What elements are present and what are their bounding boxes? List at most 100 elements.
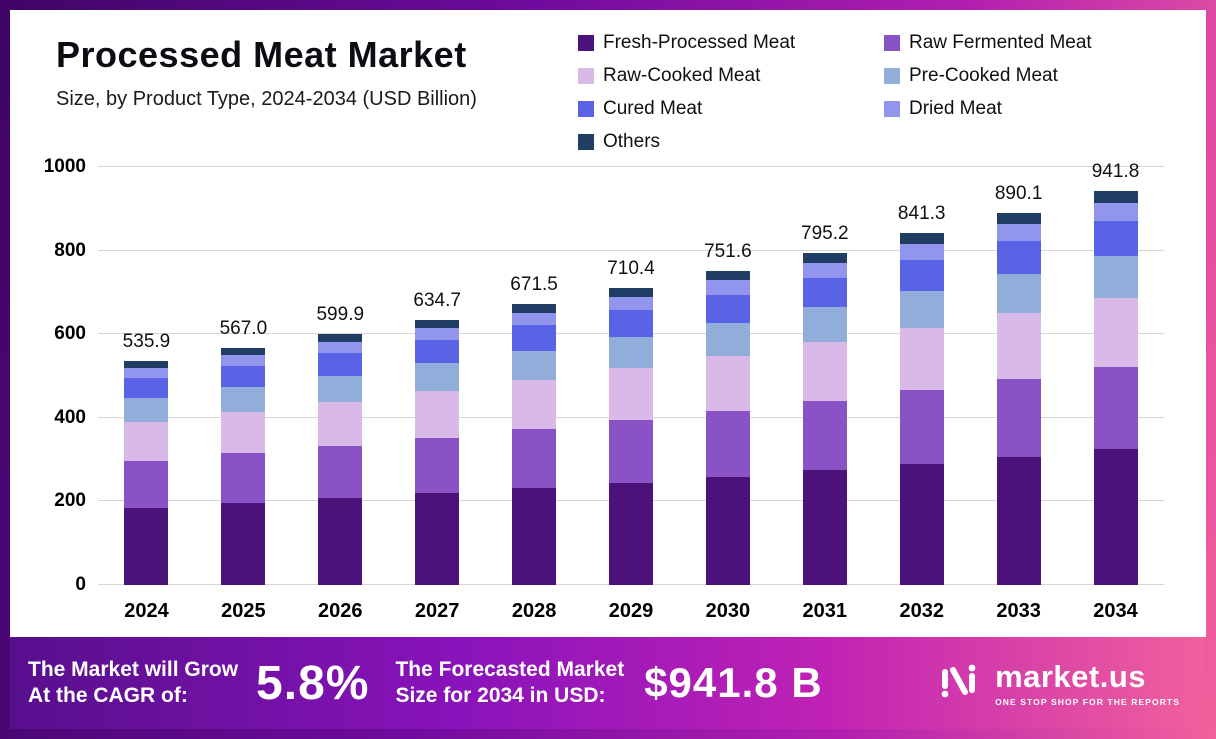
- brand-name: market.us: [995, 659, 1147, 694]
- gridline: [98, 249, 1164, 251]
- legend-swatch: [884, 35, 900, 51]
- legend-label: Dried Meat: [909, 98, 1002, 119]
- legend-item-raw-cooked-meat: Raw-Cooked Meat: [578, 65, 872, 87]
- bar-stack: 751.6: [704, 241, 752, 585]
- bar-stack: 941.8: [1092, 161, 1139, 585]
- legend-label: Cured Meat: [603, 98, 703, 119]
- bar-group-2025: 567.0 2025: [195, 167, 292, 622]
- bar-segment-raw-fermented-meat: [996, 378, 1041, 457]
- x-axis-label: 2034: [1093, 600, 1138, 622]
- market-us-logo-icon: [939, 662, 985, 705]
- bar-segment-raw-fermented-meat: [512, 429, 557, 489]
- cagr-label: The Market will Grow At the CAGR of:: [28, 657, 238, 710]
- bar-segment-others: [512, 304, 557, 313]
- bar-segment-cured-meat: [318, 353, 363, 376]
- bar-segment-others: [608, 288, 653, 297]
- bar-group-2027: 634.7 2027: [389, 167, 486, 622]
- x-axis-label: 2033: [996, 600, 1041, 622]
- y-axis-label: 600: [54, 323, 86, 345]
- bar-segment-raw-fermented-meat: [318, 445, 363, 499]
- y-axis: 0 200 400 600 800 1000: [34, 156, 98, 595]
- bar-segment-raw-fermented-meat: [802, 400, 847, 471]
- x-axis-label: 2024: [124, 600, 169, 622]
- bar-total-label: 599.9: [316, 304, 365, 326]
- bar-segment-raw-cooked-meat: [899, 328, 944, 390]
- bar-total-label: 671.5: [510, 274, 558, 296]
- bar-total-label: 535.9: [122, 331, 171, 353]
- bar-segment-cured-meat: [705, 294, 750, 323]
- legend-item-others: Others: [578, 131, 872, 153]
- bar-segment-raw-fermented-meat: [221, 453, 266, 504]
- plot-area: 535.9 2024 567.0 2025 599.9 2026 634.7 2027 671.…: [98, 161, 1164, 622]
- bar-total-label: 941.8: [1091, 161, 1140, 183]
- bar-segment-pre-cooked-meat: [318, 375, 363, 402]
- page-subtitle: Size, by Product Type, 2024-2034 (USD Bi…: [56, 88, 477, 110]
- bar-segment-others: [996, 212, 1041, 225]
- bar-segment-others: [802, 252, 847, 263]
- bar-segment-others: [318, 334, 363, 342]
- bar-segment-pre-cooked-meat: [705, 322, 750, 356]
- bar-group-2033: 890.1 2033: [970, 167, 1067, 622]
- market-us-logo: market.us ONE STOP SHOP FOR THE REPORTS: [939, 659, 1180, 707]
- legend-label: Raw-Cooked Meat: [603, 65, 761, 86]
- bar-segment-cured-meat: [124, 377, 169, 398]
- bar-segment-dried-meat: [608, 297, 653, 311]
- bar-segment-dried-meat: [705, 280, 750, 295]
- bar-stack: 671.5: [510, 274, 558, 585]
- bar-total-label: 710.4: [607, 258, 655, 280]
- bar-segment-pre-cooked-meat: [1093, 256, 1138, 298]
- bar-segment-dried-meat: [124, 367, 169, 378]
- bar-total-label: 567.0: [219, 318, 268, 340]
- y-axis-label: 400: [54, 406, 86, 428]
- bar-segment-pre-cooked-meat: [415, 363, 460, 392]
- bar-stack: 535.9: [123, 331, 170, 585]
- chart-header: Processed Meat Market Size, by Product T…: [34, 26, 1178, 153]
- forecast-label-line1: The Forecasted Market: [395, 657, 625, 681]
- page-title: Processed Meat Market: [56, 34, 467, 75]
- chart: 0 200 400 600 800 1000 535.9 2024 567.0 2025 599.…: [34, 156, 1164, 622]
- legend-item-cured-meat: Cured Meat: [578, 98, 872, 120]
- bar-segment-cured-meat: [1093, 220, 1138, 257]
- bar-segment-fresh-processed-meat: [415, 493, 460, 585]
- bar-segment-dried-meat: [221, 355, 266, 366]
- bar-stack: 890.1: [995, 183, 1042, 585]
- bar-segment-others: [705, 270, 750, 281]
- bar-segment-dried-meat: [1093, 203, 1138, 221]
- y-axis-label: 0: [75, 574, 86, 595]
- bar-segment-raw-cooked-meat: [802, 342, 847, 401]
- cagr-label-line1: The Market will Grow: [28, 657, 239, 681]
- bar-segment-fresh-processed-meat: [899, 463, 944, 585]
- gridline: [98, 166, 1164, 167]
- bar-stack: 710.4: [607, 258, 655, 585]
- bar-segment-raw-cooked-meat: [318, 401, 363, 446]
- bar-segment-raw-cooked-meat: [996, 313, 1041, 379]
- x-axis-label: 2025: [221, 600, 266, 622]
- chart-card: Processed Meat Market Size, by Product T…: [10, 10, 1206, 637]
- footer-banner: The Market will Grow At the CAGR of: 5.8…: [10, 637, 1206, 729]
- x-axis-label: 2032: [899, 600, 944, 622]
- legend-label: Raw Fermented Meat: [909, 32, 1092, 53]
- bar-group-2029: 710.4 2029: [583, 167, 680, 622]
- bar-segment-raw-cooked-meat: [608, 368, 653, 421]
- bar-segment-dried-meat: [899, 243, 944, 260]
- bar-segment-raw-fermented-meat: [608, 420, 653, 483]
- bar-total-label: 634.7: [413, 289, 461, 311]
- bar-segment-cured-meat: [996, 240, 1041, 275]
- bar-segment-fresh-processed-meat: [608, 482, 653, 585]
- bar-segment-raw-fermented-meat: [124, 460, 169, 508]
- bar-segment-raw-cooked-meat: [124, 421, 169, 461]
- bar-total-label: 795.2: [801, 222, 849, 244]
- bar-stack: 795.2: [801, 223, 849, 585]
- bar-stack: 567.0: [220, 318, 267, 585]
- bar-segment-pre-cooked-meat: [608, 337, 653, 369]
- bar-segment-fresh-processed-meat: [124, 507, 169, 585]
- bar-segment-fresh-processed-meat: [802, 470, 847, 585]
- cagr-value: 5.8%: [256, 656, 370, 710]
- bar-segment-pre-cooked-meat: [512, 350, 557, 381]
- bar-segment-fresh-processed-meat: [318, 498, 363, 585]
- bar-segment-fresh-processed-meat: [221, 503, 266, 585]
- legend-item-dried-meat: Dried Meat: [884, 98, 1178, 120]
- x-axis-label: 2026: [318, 600, 363, 622]
- legend-swatch: [578, 134, 594, 150]
